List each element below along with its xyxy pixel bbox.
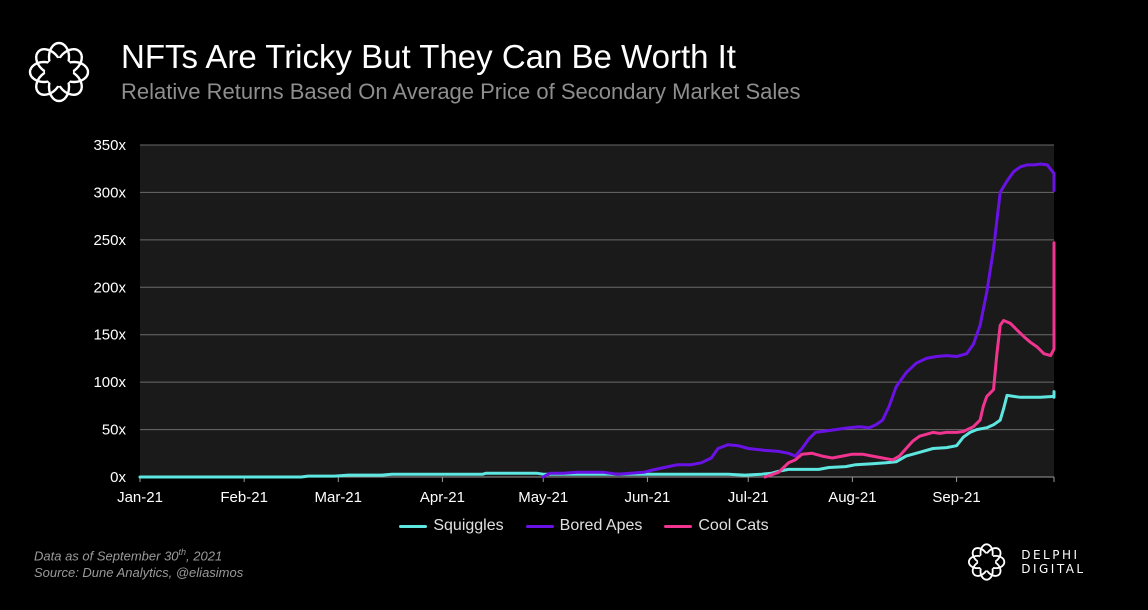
- y-tick-label: 50x: [102, 422, 127, 439]
- legend-item-squiggles: Squiggles: [399, 517, 504, 535]
- y-tick-label: 100x: [93, 374, 126, 391]
- series-line-cool-cats: [763, 241, 1056, 479]
- x-tick-label: May-21: [518, 489, 568, 506]
- legend-label-squiggles: Squiggles: [433, 517, 504, 534]
- legend-item-bored-apes: Bored Apes: [525, 517, 643, 535]
- chart-legend: Squiggles Bored Apes Cool Cats: [0, 517, 1148, 535]
- x-tick-label: Sep-21: [932, 489, 980, 506]
- legend-swatch-squiggles: [399, 524, 428, 528]
- legend-swatch-bored-apes: [525, 524, 554, 528]
- x-tick-label: Jun-21: [624, 489, 670, 506]
- y-tick-label: 350x: [93, 137, 126, 154]
- y-tick-label: 0x: [110, 469, 126, 486]
- legend-label-bored-apes: Bored Apes: [559, 517, 643, 534]
- brand-mark: DELPHI DIGITAL: [964, 539, 1148, 585]
- footnote: Data as of September 30th, 2021 Source: …: [34, 544, 243, 581]
- delphi-brand-icon: [967, 543, 1006, 581]
- x-tick-label: Jan-21: [117, 489, 163, 506]
- y-tick-label: 200x: [93, 279, 126, 296]
- legend-swatch-cool-cats: [664, 524, 693, 528]
- source-note: Source: Dune Analytics, @eliasimos: [34, 565, 244, 581]
- page-title: NFTs Are Tricky But They Can Be Worth It: [121, 38, 736, 75]
- brand-name: DELPHI DIGITAL: [1021, 548, 1086, 576]
- x-tick-label: Jul-21: [728, 489, 769, 506]
- plot-area: [140, 145, 1054, 477]
- series-line-squiggles: [138, 390, 1056, 479]
- x-tick-label: Apr-21: [420, 489, 465, 506]
- x-tick-label: Feb-21: [220, 489, 268, 506]
- series-line-bored-apes: [541, 162, 1056, 479]
- data-date-note: Data as of September 30th, 2021: [34, 547, 223, 564]
- x-tick-label: Mar-21: [314, 489, 362, 506]
- y-tick-label: 250x: [93, 232, 126, 249]
- delphi-logo-icon: [28, 41, 90, 103]
- legend-label-cool-cats: Cool Cats: [698, 517, 769, 534]
- y-tick-label: 150x: [93, 327, 126, 344]
- x-tick-label: Aug-21: [828, 489, 876, 506]
- legend-item-cool-cats: Cool Cats: [664, 517, 769, 535]
- y-tick-label: 300x: [93, 184, 126, 201]
- page-subtitle: Relative Returns Based On Average Price …: [121, 79, 801, 104]
